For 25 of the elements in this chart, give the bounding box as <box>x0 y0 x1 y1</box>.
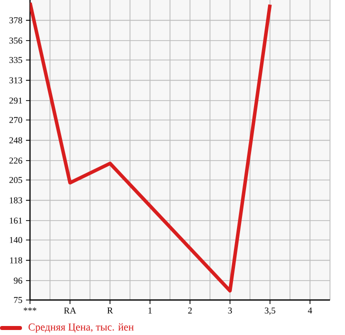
x-tick-label: 3,5 <box>264 308 276 315</box>
y-tick-label: 248 <box>9 137 22 144</box>
y-tick-label: 205 <box>9 176 22 184</box>
x-tick-label: 4 <box>308 308 312 314</box>
y-tick-label: 75 <box>14 297 22 303</box>
y-tick-label: 291 <box>9 98 22 104</box>
y-tick-label: 140 <box>10 236 22 244</box>
x-tick-label: R <box>107 308 113 314</box>
x-tick-label: *** <box>24 308 36 311</box>
x-tick-label: 2 <box>188 308 192 314</box>
y-tick-label: 161 <box>10 218 22 224</box>
x-tick-label: 1 <box>148 308 152 314</box>
y-tick-label: 378 <box>9 17 22 24</box>
y-tick-label: 226 <box>9 158 22 164</box>
y-tick-label: 335 <box>9 56 22 64</box>
x-tick-label: RA <box>64 308 76 314</box>
y-tick-label: 183 <box>10 197 22 204</box>
x-tick-label: 3 <box>228 308 232 314</box>
y-tick-label: 313 <box>9 77 22 84</box>
line-series <box>30 1 272 293</box>
legend-label: Средняя Цена, тыс. йен <box>28 323 134 333</box>
y-tick-label: 118 <box>10 257 22 264</box>
y-tick-label: 270 <box>9 116 22 124</box>
y-tick-label: 96 <box>14 278 22 284</box>
y-tick-label: 356 <box>9 38 22 44</box>
